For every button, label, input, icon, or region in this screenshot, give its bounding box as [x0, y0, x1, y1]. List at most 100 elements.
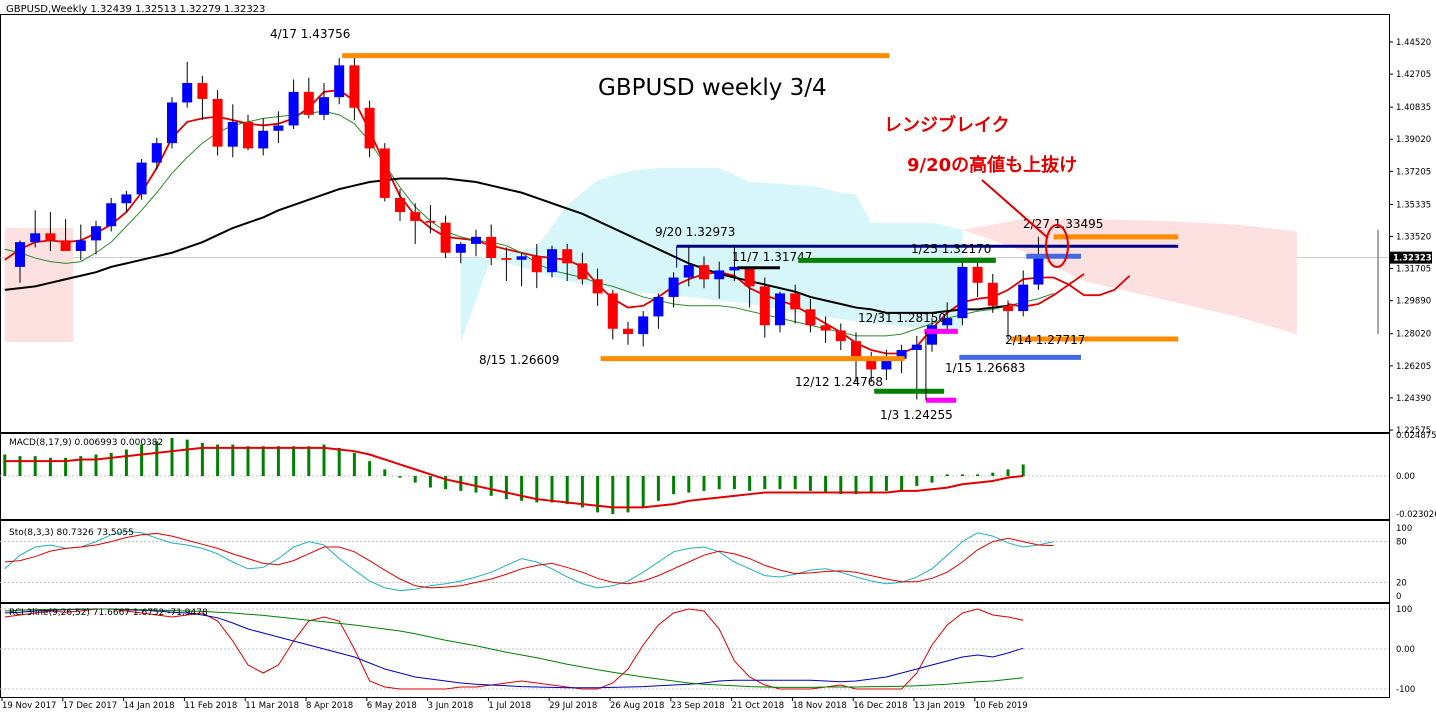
candle-body — [744, 266, 755, 287]
candle-body — [577, 263, 588, 280]
date-tick-label: 1 Jul 2018 — [488, 701, 531, 711]
chart-title: GBPUSD weekly 3/4 — [598, 75, 827, 101]
candle-body — [805, 309, 816, 326]
price-tick-label: 1.24390 — [1396, 394, 1431, 404]
candle-body — [987, 282, 998, 306]
candle-body — [501, 258, 512, 260]
candle-body — [75, 240, 86, 251]
macd-tick-label: -0.023026 — [1396, 510, 1436, 520]
level-label: 8/15 1.26609 — [479, 353, 559, 367]
candle-body — [440, 222, 451, 253]
level-label: 1/15 1.26683 — [945, 361, 1025, 375]
rci-header: RCI 3line(9,26,52) 71.6667 1.6752 -71.94… — [9, 608, 208, 618]
price-tick-label: 1.31705 — [1396, 265, 1431, 275]
candle-body — [167, 102, 177, 144]
stochastic-tick-label: 20 — [1396, 578, 1407, 588]
date-tick-label: 11 Feb 2018 — [184, 701, 237, 711]
rci-fast-line — [4, 608, 1024, 690]
level-label: 2/27 1.33495 — [1023, 217, 1103, 231]
level-label: 1/25 1.32170 — [911, 242, 991, 256]
level-label: 1/3 1.24255 — [880, 408, 953, 422]
candle-body — [790, 293, 801, 310]
candle-body — [121, 194, 132, 204]
date-tick-label: 16 Dec 2018 — [853, 701, 907, 711]
annotation-arrow — [981, 179, 1049, 239]
macd-tick-label: 0.00 — [1396, 472, 1415, 482]
stochastic-tick-label: 80 — [1396, 538, 1407, 548]
candle-body — [455, 243, 466, 253]
candle-body — [319, 97, 329, 115]
candle-body — [531, 256, 542, 273]
rci-mid-line — [4, 608, 1024, 689]
candle-body — [243, 121, 253, 149]
rci-tick-label: -100 — [1396, 685, 1415, 695]
overlay-line-2 — [4, 177, 1009, 314]
date-tick-label: 6 May 2018 — [367, 701, 417, 711]
rci-tick-label: 100 — [1396, 605, 1412, 615]
stochastic-tick-label: 100 — [1396, 524, 1412, 534]
candle-body — [714, 270, 725, 280]
candle-body — [1018, 284, 1029, 312]
cloud-cyan — [460, 167, 963, 343]
candle-body — [896, 349, 907, 359]
stochastic-panel — [0, 530, 1389, 592]
candle-body — [729, 266, 740, 271]
axes: 1.44520 1.42705 1.40835 1.39020 1.37205 1.353… — [1, 38, 1436, 711]
candle-body — [364, 107, 375, 149]
candle-body — [623, 328, 633, 335]
date-tick-label: 17 Dec 2017 — [63, 701, 117, 711]
candle-body — [653, 296, 664, 317]
candle-body — [562, 249, 573, 264]
date-tick-label: 8 Apr 2018 — [306, 701, 353, 711]
macd-panel — [0, 437, 1389, 515]
candle-body — [471, 236, 481, 244]
date-tick-label: 13 Jan 2019 — [914, 701, 965, 711]
stochastic-tick-label: 0 — [1396, 592, 1401, 602]
horizontal-levels: 4/17 1.43756 9/20 1.32973 11/7 1.31747 8/15… — [270, 27, 1179, 422]
candle-body — [851, 341, 861, 361]
candle-body — [607, 293, 618, 329]
level-label: 12/12 1.24768 — [795, 375, 883, 389]
macd-header: MACD(8,17,9) 0.006993 0.000382 — [9, 438, 163, 448]
candle-body — [592, 279, 603, 294]
price-tick-label: 1.28020 — [1396, 330, 1431, 340]
date-tick-label: 18 Nov 2018 — [792, 701, 846, 711]
rci-slow-line — [4, 608, 1024, 688]
price-tick-label: 1.29890 — [1396, 297, 1431, 307]
candle-body — [379, 148, 390, 198]
price-tick-label: 1.22575 — [1396, 426, 1431, 436]
candle-body — [273, 125, 284, 131]
candle-body — [288, 91, 299, 126]
price-tick-label: 1.39020 — [1396, 135, 1431, 145]
candle-body — [1033, 256, 1044, 285]
level-label: 4/17 1.43756 — [270, 27, 350, 41]
candle-body — [942, 318, 953, 326]
price-tick-label: 1.40835 — [1396, 103, 1431, 113]
candle-body — [197, 83, 208, 99]
candle-body — [425, 220, 436, 223]
candle-body — [820, 325, 831, 331]
price-tick-label: 1.26205 — [1396, 362, 1431, 372]
stochastic-k-line — [4, 530, 1054, 592]
rci-tick-label: 0.00 — [1396, 645, 1415, 655]
candle-body — [547, 249, 557, 273]
level-label: 11/7 1.31747 — [732, 250, 812, 264]
stochastic-d-line — [4, 532, 1054, 589]
chart-header: GBPUSD,Weekly 1.32439 1.32513 1.32279 1.… — [6, 4, 265, 15]
candle-body — [866, 360, 877, 370]
date-tick-label: 23 Sep 2018 — [671, 701, 725, 711]
candle-body — [45, 233, 56, 241]
candle-body — [410, 212, 421, 221]
candle-body — [927, 325, 937, 345]
overlay-line-1 — [4, 110, 1054, 337]
panel-frame-3 — [0, 603, 1390, 698]
price-tick-label: 1.33520 — [1396, 232, 1431, 242]
panel-frame-2 — [0, 520, 1390, 603]
candle-body — [182, 83, 193, 103]
annotation-range-break: レンジブレイク — [884, 114, 1010, 136]
candle-body — [395, 197, 405, 213]
candle-body — [60, 240, 71, 251]
candle-body — [303, 91, 314, 115]
